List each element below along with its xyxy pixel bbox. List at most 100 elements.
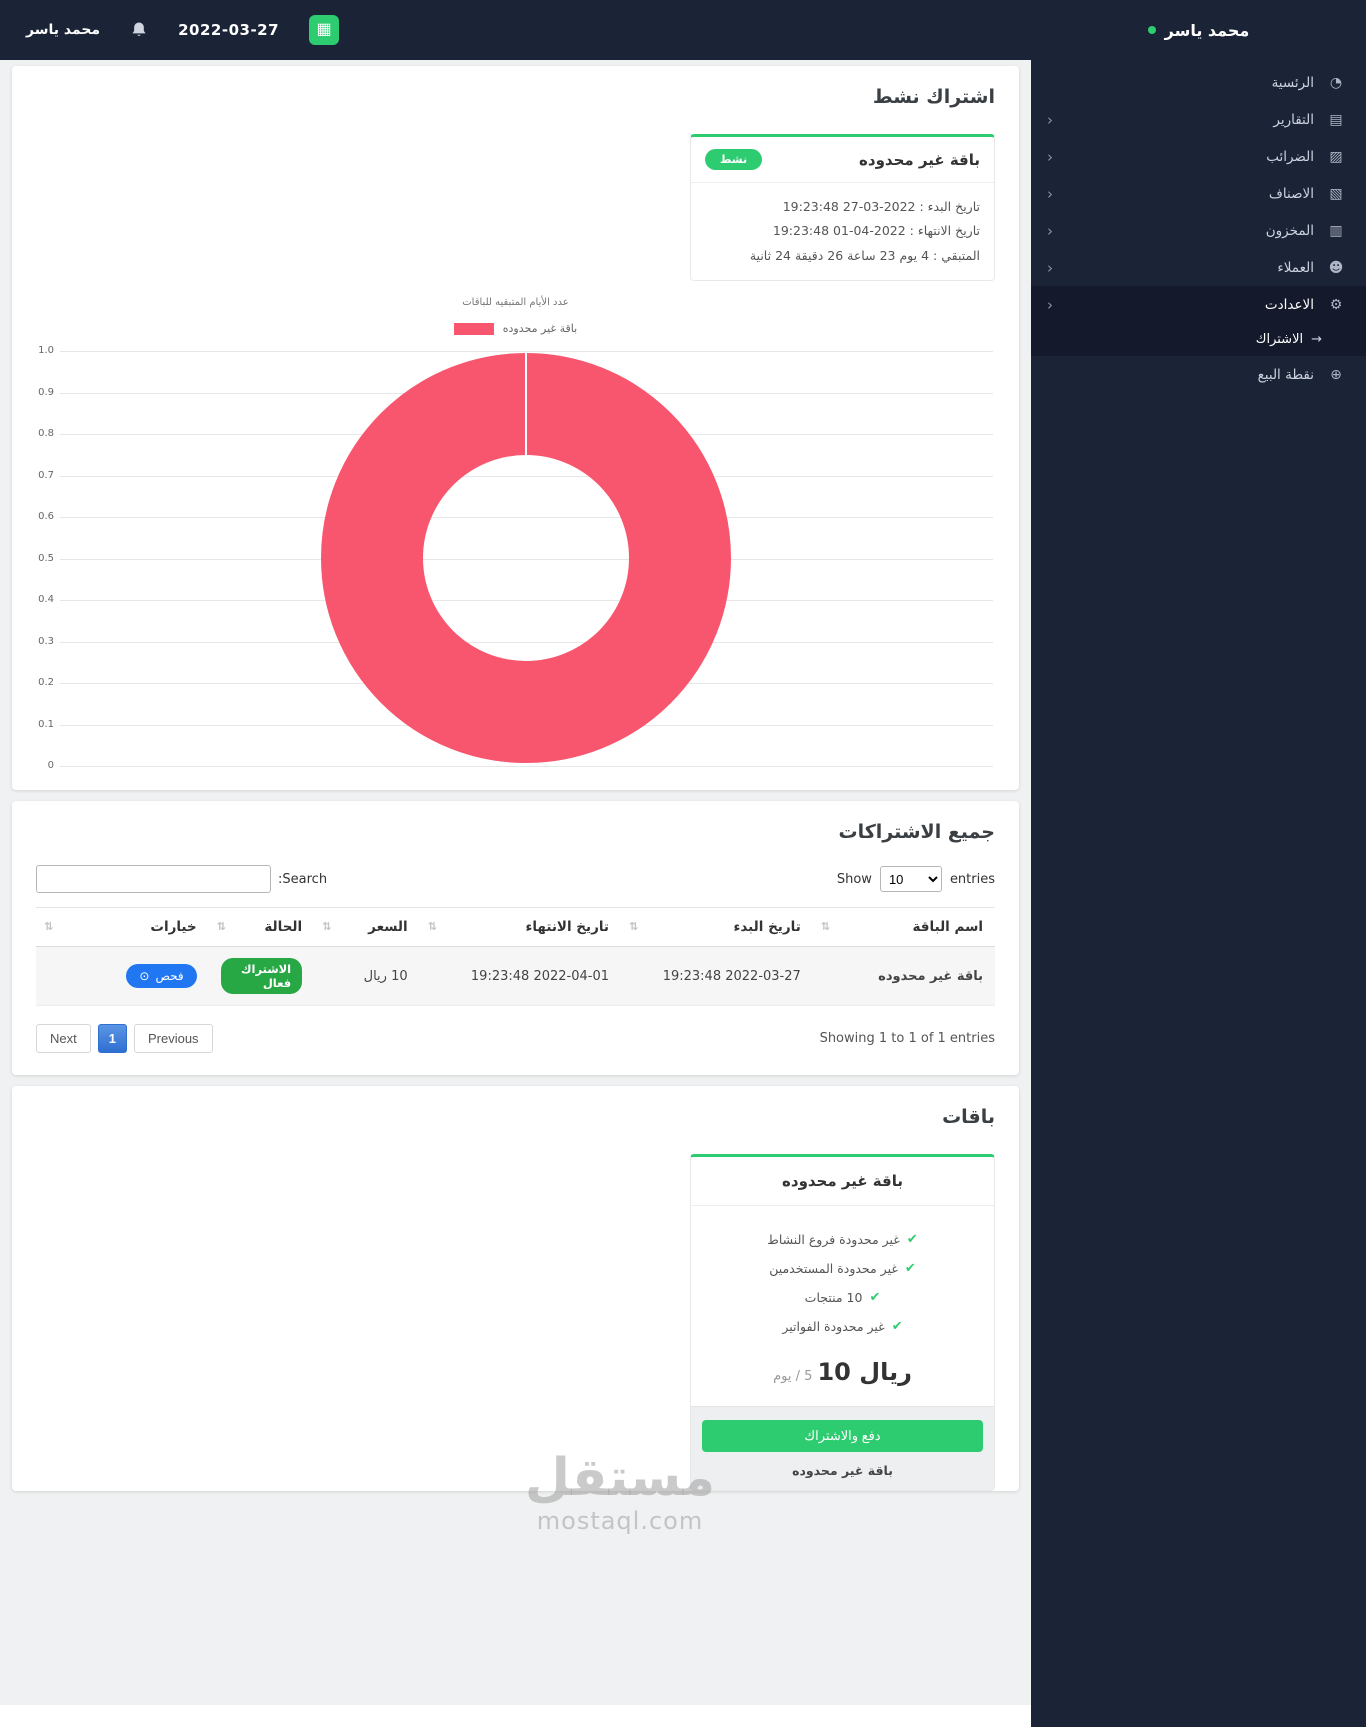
pay-subscribe-button[interactable]: دفع والاشتراك bbox=[702, 1420, 983, 1453]
sort-icon: ⇅ bbox=[322, 920, 332, 934]
table-header-row: اسم الباقة ⇅ تاريخ البدء ⇅ تاريخ الانتهاء ⇅… bbox=[36, 907, 995, 948]
doughnut-chart: عدد الأيام المتبقيه للباقات باقة غير محد… bbox=[12, 297, 1019, 790]
chart-gridline: 1.0 bbox=[38, 345, 993, 356]
search-input[interactable] bbox=[36, 865, 271, 894]
sidebar-group-settings: ⚙ الاعدادت ‹ → الاشتراك bbox=[1031, 286, 1366, 356]
feature-item: ✔ غير محدودة فروع النشاط bbox=[703, 1232, 982, 1247]
sidebar-item-label: الرئسية bbox=[1271, 74, 1314, 91]
chevron-left-icon: ‹ bbox=[1047, 184, 1053, 203]
chart-gridline: 0.5 bbox=[38, 553, 993, 564]
column-header-package-name[interactable]: اسم الباقة ⇅ bbox=[812, 907, 995, 948]
sort-icon: ⇅ bbox=[44, 920, 54, 934]
sort-icon: ⇅ bbox=[427, 920, 437, 934]
active-subscription-box: باقة غير محدوده نشط تاريخ البدء : 2022-0… bbox=[690, 134, 995, 282]
status-badge: نشط bbox=[705, 149, 763, 170]
cell-end-date: 2022-04-01 19:23:48 bbox=[470, 968, 609, 984]
sidebar-item-customers[interactable]: ☻ العملاء ‹ bbox=[1031, 249, 1366, 286]
cell-price: 10 ريال bbox=[363, 968, 408, 984]
sort-icon: ⇅ bbox=[820, 920, 831, 934]
current-page-button[interactable]: 1 bbox=[97, 1024, 127, 1054]
chart-plot: 1.0 0.9 0.8 0.7 0.6 0.5 0.4 0.3 0.2 0.1 0 bbox=[26, 345, 1005, 771]
end-date-line: تاريخ الانتهاء : 2022-04-01 19:23:48 bbox=[772, 223, 980, 239]
table-search-control: Search: bbox=[36, 865, 328, 894]
chart-tick-label: 0.8 bbox=[38, 428, 54, 440]
package-footer-name: باقة غير محدوده bbox=[792, 1463, 893, 1479]
page-size-select[interactable]: 10 bbox=[879, 866, 942, 893]
online-status-dot bbox=[1147, 26, 1156, 34]
package-pricing-box: باقة غير محدوده ✔ غير محدودة فروع النشاط… bbox=[690, 1154, 995, 1492]
sort-icon: ⇅ bbox=[216, 920, 226, 934]
gear-icon: ⚙ bbox=[1329, 296, 1343, 313]
sidebar-item-taxes[interactable]: ▨ الضرائب ‹ bbox=[1031, 138, 1366, 175]
feature-label: 10 منتجات bbox=[804, 1290, 863, 1306]
column-header-options[interactable]: خيارات ⇅ bbox=[36, 907, 209, 948]
column-header-start-date[interactable]: تاريخ البدء ⇅ bbox=[621, 907, 813, 948]
subscriptions-card: جميع الاشتراكات Show 10 entries Search: bbox=[12, 801, 1019, 1076]
chart-title: عدد الأيام المتبقيه للباقات bbox=[462, 297, 569, 309]
price-amount: ريال 10 bbox=[817, 1358, 912, 1387]
card-title-active-subscription: اشتراك نشط bbox=[872, 86, 995, 108]
active-subscription-box-header: باقة غير محدوده نشط bbox=[691, 137, 994, 183]
chart-gridline: 0.6 bbox=[38, 511, 993, 522]
sidebar-item-inventory[interactable]: ▥ المخزون ‹ bbox=[1031, 212, 1366, 249]
check-icon: ✔ bbox=[869, 1290, 881, 1306]
reports-icon: ▤ bbox=[1329, 111, 1343, 128]
sidebar-item-label: الاصناف bbox=[1268, 185, 1314, 202]
chart-gridline: 0.3 bbox=[38, 636, 993, 647]
chart-tick-label: 0.3 bbox=[38, 635, 54, 647]
package-features: ✔ غير محدودة فروع النشاط ✔ غير محدودة ال… bbox=[691, 1206, 994, 1334]
check-icon: ✔ bbox=[906, 1232, 918, 1248]
subscription-active-badge: الاشتراك فعال bbox=[220, 958, 303, 995]
sidebar-item-categories[interactable]: ▧ الاصناف ‹ bbox=[1031, 175, 1366, 212]
sidebar-subitem-subscription[interactable]: → الاشتراك bbox=[1031, 323, 1366, 356]
inspect-button-label: فحص bbox=[155, 969, 184, 984]
topbar: محمد ياسر 2022-03-27 ▦ bbox=[0, 0, 1031, 60]
sidebar-item-reports[interactable]: ▤ التقارير ‹ bbox=[1031, 101, 1366, 138]
chart-gridline: 0.4 bbox=[38, 594, 993, 605]
sidebar-item-pos[interactable]: ⊕ نقطة البيع bbox=[1031, 356, 1366, 393]
card-title-subscriptions: جميع الاشتراكات bbox=[838, 821, 996, 844]
table-footer: Showing 1 to 1 of 1 entries Next 1 Previ… bbox=[12, 1006, 1019, 1075]
eye-icon: ⊙ bbox=[139, 969, 150, 984]
sidebar-item-label: العملاء bbox=[1277, 259, 1314, 276]
sidebar-item-label: الضرائب bbox=[1266, 148, 1314, 165]
sidebar-item-label: المخزون bbox=[1265, 222, 1314, 239]
feature-label: غير محدودة الفواتير bbox=[782, 1319, 885, 1335]
previous-page-button[interactable]: Previous bbox=[133, 1024, 213, 1054]
sidebar-item-label: التقارير bbox=[1273, 111, 1314, 128]
calculator-button[interactable]: ▦ bbox=[309, 15, 340, 45]
column-header-end-date[interactable]: تاريخ الانتهاء ⇅ bbox=[419, 907, 621, 948]
column-header-status[interactable]: الحالة ⇅ bbox=[208, 907, 315, 948]
package-name: باقة غير محدوده bbox=[859, 150, 980, 169]
bell-icon[interactable] bbox=[130, 21, 148, 39]
search-label: Search: bbox=[278, 871, 328, 887]
taxes-icon: ▨ bbox=[1329, 148, 1343, 165]
topbar-user-name: محمد ياسر bbox=[26, 22, 101, 38]
cell-package-name: باقة غير محدوده bbox=[878, 968, 983, 984]
sort-icon: ⇅ bbox=[629, 920, 639, 934]
next-page-button[interactable]: Next bbox=[36, 1024, 91, 1054]
sidebar-user-name: محمد ياسر bbox=[1164, 20, 1250, 40]
package-footer: دفع والاشتراك باقة غير محدوده bbox=[691, 1406, 994, 1491]
chart-tick-label: 0.7 bbox=[38, 469, 54, 481]
sidebar-subitem-label: الاشتراك bbox=[1255, 332, 1304, 347]
sidebar-item-label: الاعدادت bbox=[1264, 296, 1314, 313]
check-icon: ✔ bbox=[891, 1319, 903, 1335]
sidebar-user: محمد ياسر bbox=[1031, 0, 1366, 60]
show-label: Show bbox=[836, 871, 872, 887]
legend-label: باقة غير محدوده bbox=[502, 322, 578, 336]
sidebar-item-home[interactable]: ◔ الرئسية bbox=[1031, 64, 1366, 101]
table-row: باقة غير محدوده 2022-03-27 19:23:48 2022… bbox=[36, 946, 995, 1006]
chart-legend[interactable]: باقة غير محدوده bbox=[12, 322, 1019, 335]
feature-label: غير محدودة فروع النشاط bbox=[767, 1232, 900, 1248]
sidebar-item-settings[interactable]: ⚙ الاعدادت ‹ bbox=[1031, 286, 1366, 323]
inspect-button[interactable]: فحص ⊙ bbox=[126, 964, 197, 989]
column-header-price[interactable]: السعر ⇅ bbox=[314, 907, 420, 948]
remaining-line: المتبقي : 4 يوم 23 ساعة 26 دقيقة 24 ثاني… bbox=[749, 247, 980, 263]
customers-icon: ☻ bbox=[1328, 259, 1344, 276]
chart-tick-label: 0 bbox=[47, 760, 54, 772]
chevron-left-icon: ‹ bbox=[1047, 258, 1053, 277]
subscriptions-table: اسم الباقة ⇅ تاريخ البدء ⇅ تاريخ الانتهاء ⇅… bbox=[36, 907, 995, 1006]
cell-status: الاشتراك فعال bbox=[209, 947, 314, 1006]
